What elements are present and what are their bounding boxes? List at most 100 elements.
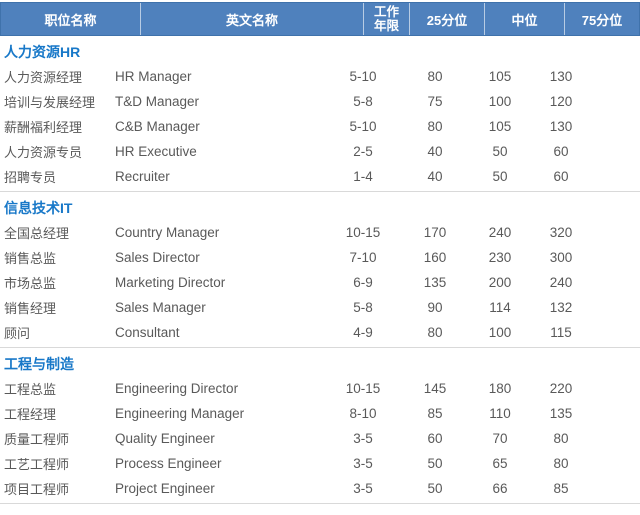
section-title: 信息技术IT [4, 200, 73, 216]
table-row: 工程经理 Engineering Manager 8-10 85 110 135 [0, 401, 640, 426]
table-row: 招聘专员 Recruiter 1-4 40 50 60 [0, 164, 640, 189]
p75-cell: 80 [553, 431, 569, 446]
p25-cell: 80 [427, 119, 443, 134]
table-header-row: 职位名称 英文名称 工作年限 25分位 中位 75分位 [0, 2, 640, 36]
column-header-work-years-label: 工作年限 [373, 4, 399, 33]
column-header-p75: 75分位 [564, 3, 639, 35]
english-name-cell: Sales Director [115, 250, 200, 265]
job-title-cell: 招聘专员 [4, 170, 57, 185]
english-name-cell: Project Engineer [115, 481, 215, 496]
table-row: 质量工程师 Quality Engineer 3-5 60 70 80 [0, 426, 640, 451]
median-cell: 66 [492, 481, 508, 496]
median-cell: 105 [488, 69, 512, 84]
p25-cell: 135 [423, 275, 447, 290]
table-row: 人力资源经理 HR Manager 5-10 80 105 130 [0, 64, 640, 89]
table-row: 市场总监 Marketing Director 6-9 135 200 240 [0, 270, 640, 295]
english-name-cell: HR Executive [115, 144, 197, 159]
p25-cell: 85 [427, 406, 443, 421]
p75-cell: 320 [549, 225, 573, 240]
job-title-cell: 培训与发展经理 [4, 95, 96, 110]
p25-cell: 40 [427, 144, 443, 159]
p25-cell: 60 [427, 431, 443, 446]
p75-cell: 300 [549, 250, 573, 265]
work-years-cell: 3-5 [353, 456, 373, 471]
english-name-cell: Sales Manager [115, 300, 206, 315]
median-cell: 100 [488, 325, 512, 340]
table-row: 全国总经理 Country Manager 10-15 170 240 320 [0, 220, 640, 245]
english-name-cell: Process Engineer [115, 456, 222, 471]
job-title-cell: 人力资源专员 [4, 145, 83, 160]
median-cell: 105 [488, 119, 512, 134]
section-title: 工程与制造 [4, 356, 74, 372]
p75-cell: 240 [549, 275, 573, 290]
median-cell: 240 [488, 225, 512, 240]
work-years-cell: 8-10 [349, 406, 377, 421]
median-cell: 70 [492, 431, 508, 446]
median-cell: 110 [489, 406, 511, 421]
p25-cell: 90 [427, 300, 443, 315]
work-years-cell: 4-9 [353, 325, 373, 340]
median-cell: 50 [492, 169, 508, 184]
p25-cell: 40 [427, 169, 443, 184]
p25-cell: 145 [423, 381, 447, 396]
english-name-cell: HR Manager [115, 69, 192, 84]
p25-cell: 50 [427, 456, 443, 471]
median-cell: 50 [492, 144, 508, 159]
salary-table: 职位名称 英文名称 工作年限 25分位 中位 75分位 人力资源HR 人力资源经… [0, 2, 640, 504]
table-row: 顾问 Consultant 4-9 80 100 115 [0, 320, 640, 345]
work-years-cell: 7-10 [349, 250, 377, 265]
section-engineering: 工程与制造 工程总监 Engineering Director 10-15 14… [0, 348, 640, 504]
section-hr: 人力资源HR 人力资源经理 HR Manager 5-10 80 105 130… [0, 36, 640, 192]
p25-cell: 75 [427, 94, 443, 109]
p75-cell: 130 [549, 69, 573, 84]
section-it: 信息技术IT 全国总经理 Country Manager 10-15 170 2… [0, 192, 640, 348]
p75-cell: 120 [549, 94, 573, 109]
job-title-cell: 人力资源经理 [4, 70, 83, 85]
job-title-cell: 工程总监 [4, 382, 57, 397]
column-header-p25: 25分位 [409, 3, 484, 35]
column-header-english-name: 英文名称 [140, 3, 363, 35]
table-row: 工程总监 Engineering Director 10-15 145 180 … [0, 376, 640, 401]
work-years-cell: 3-5 [353, 481, 373, 496]
table-row: 培训与发展经理 T&D Manager 5-8 75 100 120 [0, 89, 640, 114]
table-row: 项目工程师 Project Engineer 3-5 50 66 85 [0, 476, 640, 501]
p25-cell: 160 [423, 250, 447, 265]
section-title: 人力资源HR [4, 44, 81, 60]
column-header-job-title: 职位名称 [44, 12, 97, 28]
job-title-cell: 销售经理 [4, 301, 57, 316]
median-cell: 180 [488, 381, 512, 396]
english-name-cell: T&D Manager [115, 94, 200, 109]
p25-cell: 50 [427, 481, 443, 496]
work-years-cell: 5-8 [353, 300, 373, 315]
job-title-cell: 市场总监 [4, 276, 57, 291]
work-years-cell: 5-10 [349, 69, 377, 84]
work-years-cell: 10-15 [345, 381, 381, 396]
table-row: 工艺工程师 Process Engineer 3-5 50 65 80 [0, 451, 640, 476]
p75-cell: 135 [549, 406, 573, 421]
work-years-cell: 5-10 [349, 119, 377, 134]
table-row: 销售总监 Sales Director 7-10 160 230 300 [0, 245, 640, 270]
english-name-cell: Consultant [115, 325, 180, 340]
median-cell: 230 [488, 250, 512, 265]
median-cell: 100 [488, 94, 512, 109]
p75-cell: 115 [550, 325, 572, 340]
p75-cell: 60 [553, 169, 569, 184]
english-name-cell: Country Manager [115, 225, 220, 240]
table-row: 人力资源专员 HR Executive 2-5 40 50 60 [0, 139, 640, 164]
job-title-cell: 质量工程师 [4, 432, 70, 447]
job-title-cell: 顾问 [4, 326, 31, 341]
job-title-cell: 工艺工程师 [4, 457, 70, 472]
work-years-cell: 10-15 [345, 225, 381, 240]
job-title-cell: 薪酬福利经理 [4, 120, 83, 135]
job-title-cell: 工程经理 [4, 407, 57, 422]
column-header-work-years: 工作年限 [363, 3, 409, 35]
job-title-cell: 项目工程师 [4, 482, 70, 497]
work-years-cell: 3-5 [353, 431, 373, 446]
work-years-cell: 6-9 [353, 275, 373, 290]
p75-cell: 130 [549, 119, 573, 134]
p25-cell: 80 [427, 325, 443, 340]
p75-cell: 132 [549, 300, 573, 315]
job-title-cell: 销售总监 [4, 251, 57, 266]
english-name-cell: Marketing Director [115, 275, 226, 290]
p25-cell: 80 [427, 69, 443, 84]
